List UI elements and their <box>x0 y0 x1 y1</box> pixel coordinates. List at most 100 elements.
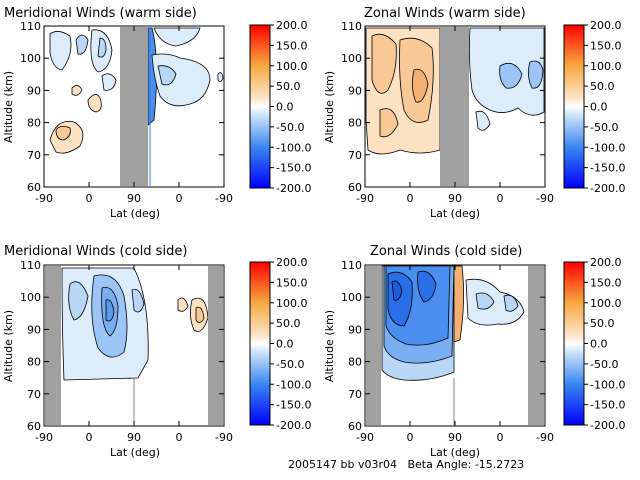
y-tick-label: 100 <box>20 291 41 304</box>
x-tick-label: 0 <box>407 192 414 205</box>
colorbar-tick-label: 150.0 <box>590 39 622 52</box>
panel-title: Zonal Winds (cold side) <box>370 244 522 259</box>
x-axis-label: Lat (deg) <box>430 207 480 220</box>
y-tick-label: 70 <box>348 388 362 401</box>
x-tick-label: -90 <box>215 192 233 205</box>
colorbar-tick-label: -150.0 <box>590 399 625 412</box>
y-tick-label: 110 <box>341 20 362 33</box>
y-axis-label: Altitude (km) <box>2 310 15 382</box>
colorbar-tick-label: 0.0 <box>276 101 294 114</box>
x-axis: -90 0 90 0 -90 Lat (deg) <box>356 26 554 220</box>
x-tick-label: -90 <box>356 431 374 444</box>
colorbar: 200.0 150.0 100.0 50.0 0.0 -50.0 -100.0 -150.0 -… <box>563 19 625 195</box>
colorbar-tick-label: -200.0 <box>276 182 311 195</box>
x-axis: -90 0 90 0 -90 Lat (deg) <box>35 265 233 459</box>
y-tick-label: 70 <box>348 149 362 162</box>
footer-caption: 2005147 bb v03r04 Beta Angle: -15.2723 <box>288 458 525 471</box>
contour-fields <box>381 265 525 381</box>
panel-title: Meridional Winds (warm side) <box>4 6 197 21</box>
y-tick-label: 60 <box>27 181 41 194</box>
mask-region <box>440 27 469 186</box>
mask-region <box>366 266 381 425</box>
x-tick-label: -90 <box>536 192 554 205</box>
y-axis-label: Altitude (km) <box>2 71 15 143</box>
colorbar-tick-label: -50.0 <box>276 121 304 134</box>
mask-region <box>528 266 544 425</box>
panel-zonal-cold: Zonal Winds (cold side) Altitude (km) 6 <box>323 244 625 459</box>
x-axis-label: Lat (deg) <box>110 446 160 459</box>
colorbar: 200.0 150.0 100.0 50.0 0.0 -50.0 -100.0 -150.0 -… <box>249 19 311 195</box>
y-tick-label: 80 <box>348 356 362 369</box>
y-tick-label: 70 <box>27 388 41 401</box>
colorbar-tick-label: 200.0 <box>590 19 622 32</box>
panel-title: Meridional Winds (cold side) <box>4 244 187 259</box>
colorbar-tick-label: 100.0 <box>590 297 622 310</box>
colorbar-tick-label: 50.0 <box>276 317 301 330</box>
colorbar-tick-label: 150.0 <box>276 276 308 289</box>
x-tick-label: 0 <box>407 431 414 444</box>
x-axis-label: Lat (deg) <box>110 207 160 220</box>
x-tick-label: 0 <box>86 431 93 444</box>
x-axis: -90 0 90 0 -90 Lat (deg) <box>35 26 233 220</box>
x-tick-label: 90 <box>448 192 462 205</box>
colorbar-tick-label: -100.0 <box>276 141 311 154</box>
colorbar-tick-label: -50.0 <box>276 358 304 371</box>
y-tick-label: 60 <box>348 181 362 194</box>
colorbar-tick-label: -200.0 <box>590 182 625 195</box>
colorbar-tick-label: 200.0 <box>590 256 622 269</box>
y-tick-label: 110 <box>20 259 41 272</box>
y-tick-label: 100 <box>341 291 362 304</box>
colorbar-tick-label: -200.0 <box>590 419 625 432</box>
colorbar-tick-label: -100.0 <box>590 378 625 391</box>
colorbar-tick-label: -150.0 <box>276 162 311 175</box>
y-tick-label: 80 <box>27 356 41 369</box>
y-tick-label: 110 <box>20 20 41 33</box>
panel-meridional-warm: Meridional Winds (warm side) <box>2 6 311 220</box>
colorbar: 200.0 150.0 100.0 50.0 0.0 -50.0 -100.0 -150.0 -… <box>249 256 311 432</box>
plot-area <box>43 264 225 427</box>
y-tick-label: 60 <box>348 420 362 433</box>
y-axis-label: Altitude (km) <box>323 71 336 143</box>
x-tick-label: -90 <box>536 431 554 444</box>
x-tick-label: 90 <box>127 431 141 444</box>
colorbar-tick-label: -50.0 <box>590 121 618 134</box>
y-tick-label: 90 <box>27 84 41 97</box>
y-tick-label: 110 <box>341 259 362 272</box>
y-tick-label: 60 <box>27 420 41 433</box>
colorbar-tick-label: -150.0 <box>590 162 625 175</box>
colorbar-tick-label: 150.0 <box>590 276 622 289</box>
y-tick-label: 100 <box>20 52 41 65</box>
y-axis-label: Altitude (km) <box>323 310 336 382</box>
colorbar-tick-label: 100.0 <box>276 297 308 310</box>
y-axis: Altitude (km) 60 70 80 90 100 110 <box>2 259 224 433</box>
y-axis: Altitude (km) 60 70 80 90 100 110 <box>2 20 224 194</box>
plot-area <box>364 25 546 188</box>
x-tick-label: 0 <box>176 192 183 205</box>
y-axis: Altitude (km) 60 70 80 90 100 110 <box>323 259 545 433</box>
colorbar-tick-label: 0.0 <box>276 338 294 351</box>
x-tick-label: 0 <box>497 192 504 205</box>
panel-title: Zonal Winds (warm side) <box>364 6 526 21</box>
y-axis: Altitude (km) 60 70 80 90 100 110 <box>323 20 545 194</box>
colorbar-tick-label: -100.0 <box>590 141 625 154</box>
y-tick-label: 80 <box>27 117 41 130</box>
x-axis-label: Lat (deg) <box>430 446 480 459</box>
colorbar-tick-label: 0.0 <box>590 101 608 114</box>
panel-meridional-cold: Meridional Winds (cold side) Altitude (k… <box>2 244 311 459</box>
mask-region <box>208 266 223 425</box>
y-tick-label: 90 <box>348 84 362 97</box>
colorbar-tick-label: 100.0 <box>590 60 622 73</box>
colorbar-tick-label: -100.0 <box>276 378 311 391</box>
colorbar-tick-label: 50.0 <box>276 80 301 93</box>
colorbar-tick-label: 100.0 <box>276 60 308 73</box>
contour-fields <box>365 27 545 155</box>
colorbar-tick-label: -50.0 <box>590 358 618 371</box>
x-axis: -90 0 90 0 -90 Lat (deg) <box>356 265 554 459</box>
colorbar: 200.0 150.0 100.0 50.0 0.0 -50.0 -100.0 -150.0 -… <box>563 256 625 432</box>
x-tick-label: 0 <box>497 431 504 444</box>
colorbar-tick-label: 0.0 <box>590 338 608 351</box>
x-tick-label: 0 <box>176 431 183 444</box>
plot-area <box>43 25 225 188</box>
x-tick-label: 90 <box>127 192 141 205</box>
